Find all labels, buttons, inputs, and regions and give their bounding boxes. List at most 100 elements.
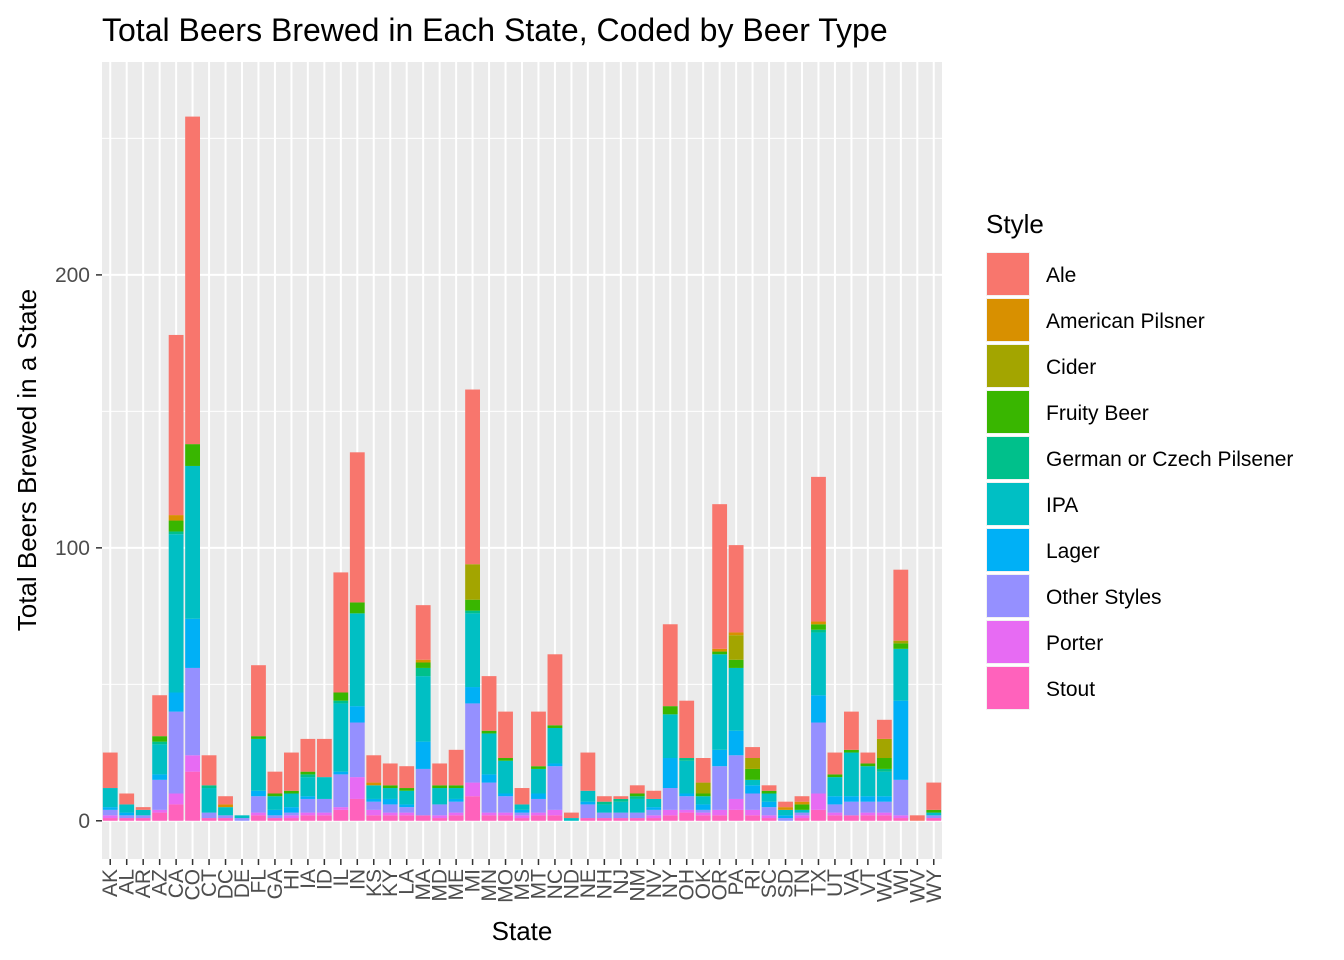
bar-segment: [695, 812, 711, 816]
x-tick-label: TX: [807, 869, 830, 896]
x-tick-label: NV: [643, 869, 666, 898]
bar-segment: [382, 812, 398, 816]
bar-segment: [531, 815, 546, 821]
bar-segment: [778, 809, 793, 816]
bar-segment: [251, 796, 266, 813]
x-tick-label: RI: [742, 869, 765, 890]
bar-segment: [102, 788, 118, 808]
bar-segment: [926, 809, 942, 813]
legend-swatch: [987, 299, 1029, 341]
bar-segment: [201, 785, 217, 789]
bar-segment: [728, 659, 744, 668]
bar-segment: [448, 801, 464, 813]
bar-segment: [432, 763, 448, 786]
bar-segment: [267, 796, 283, 810]
bar-segment: [251, 665, 266, 737]
bar-segment: [300, 796, 316, 799]
bar-segment: [498, 758, 513, 761]
bar-segment: [415, 815, 431, 821]
x-tick-label: NY: [659, 869, 682, 898]
bar-segment: [333, 703, 349, 772]
bar-segment: [498, 812, 513, 816]
x-tick-label: OR: [709, 869, 732, 901]
bar-segment: [794, 815, 810, 819]
bar-segment: [844, 749, 859, 753]
bar-segment: [481, 812, 497, 816]
bar-segment: [613, 798, 629, 802]
bar-segment: [316, 738, 332, 778]
x-tick-label: NJ: [610, 869, 633, 895]
bar-segment: [712, 654, 728, 750]
bar-segment: [300, 815, 316, 821]
bar-segment: [679, 793, 695, 797]
bar-segment: [794, 801, 810, 805]
bar-segment: [876, 719, 892, 739]
bar-segment: [811, 624, 826, 630]
bar-segment: [382, 798, 398, 805]
bar-segment: [745, 779, 760, 786]
bar-segment: [860, 812, 876, 816]
bar-segment: [382, 763, 398, 786]
bar-segment: [251, 812, 266, 816]
bar-segment: [811, 476, 826, 622]
bar-segment: [860, 815, 876, 821]
bar-segment: [349, 602, 365, 614]
bar-segment: [547, 763, 563, 767]
bar-segment: [827, 812, 843, 816]
bar-segment: [926, 782, 942, 810]
x-tick-label: GA: [264, 869, 287, 899]
bar-segment: [926, 818, 942, 821]
bar-segment: [827, 777, 843, 797]
bar-segment: [761, 793, 777, 802]
bar-segment: [201, 755, 217, 786]
y-tick-label: 100: [55, 537, 90, 560]
bar-segment: [860, 752, 876, 764]
bar-segment: [481, 782, 497, 813]
x-tick-label: LA: [396, 869, 419, 895]
x-tick-label: IL: [330, 869, 353, 887]
bar-segment: [695, 782, 711, 794]
legend-label: Ale: [1046, 264, 1076, 287]
bar-segment: [679, 758, 695, 761]
bar-segment: [316, 812, 332, 816]
bar-segment: [893, 569, 909, 641]
bar-segment: [432, 815, 448, 819]
bar-segment: [811, 621, 826, 625]
x-tick-label: MN: [478, 869, 501, 902]
bar-segment: [596, 801, 612, 805]
bar-segment: [926, 815, 942, 819]
x-tick-label: CA: [165, 869, 188, 898]
bar-segment: [218, 796, 233, 805]
bar-segment: [168, 793, 184, 805]
bar-segment: [465, 599, 480, 611]
x-tick-label: WV: [906, 869, 929, 903]
legend-label: Cider: [1046, 356, 1096, 379]
x-tick-label: WY: [923, 869, 946, 903]
bar-segment: [481, 730, 497, 734]
bar-segment: [695, 815, 711, 821]
bar-segment: [794, 796, 810, 802]
bar-segment: [712, 809, 728, 816]
x-axis-title: State: [492, 916, 553, 946]
bar-segment: [646, 809, 662, 816]
bar-segment: [102, 809, 118, 816]
bar-segment: [498, 793, 513, 797]
bar-segment: [761, 818, 777, 821]
bar-segment: [218, 804, 233, 808]
x-tick-label: MA: [412, 869, 435, 901]
bar-segment: [860, 801, 876, 813]
bar-segment: [415, 768, 431, 816]
bar-segment: [761, 801, 777, 808]
bar-segment: [465, 564, 480, 600]
legend-label: Lager: [1046, 540, 1100, 563]
bar-segment: [844, 752, 859, 797]
bar-segment: [844, 711, 859, 750]
x-tick-label: MO: [495, 869, 518, 903]
bar-segment: [300, 738, 316, 772]
bar-segment: [728, 632, 744, 636]
bar-segment: [728, 755, 744, 799]
bar-segment: [185, 465, 200, 619]
bar-segment: [531, 768, 546, 794]
bar-segment: [613, 796, 629, 799]
bar-segment: [876, 796, 892, 802]
